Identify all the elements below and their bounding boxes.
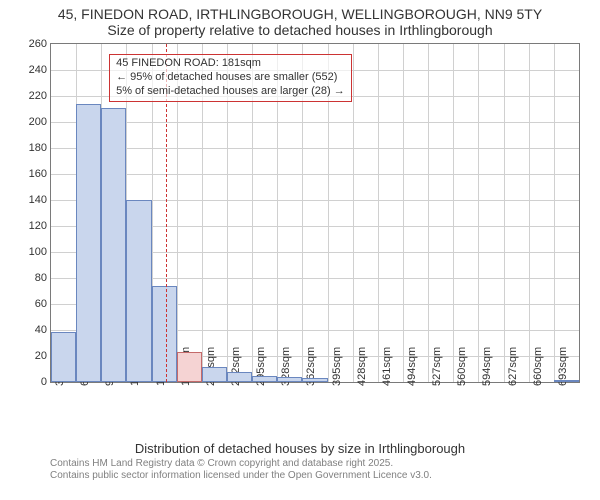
y-tick-label: 20	[35, 350, 47, 362]
histogram-bar	[126, 200, 151, 382]
x-axis-label: Distribution of detached houses by size …	[0, 441, 600, 456]
x-tick-label: 461sqm	[381, 347, 393, 386]
title-line1: 45, FINEDON ROAD, IRTHLINGBOROUGH, WELLI…	[0, 6, 600, 22]
footer-line2: Contains public sector information licen…	[50, 470, 592, 482]
gridline-h	[51, 148, 579, 149]
callout-box: 45 FINEDON ROAD: 181sqm← 95% of detached…	[109, 54, 352, 101]
gridline-v	[554, 44, 555, 382]
gridline-v	[378, 44, 379, 382]
gridline-v	[353, 44, 354, 382]
y-tick-label: 240	[29, 64, 47, 76]
histogram-bar	[76, 104, 101, 382]
y-tick-label: 40	[35, 324, 47, 336]
gridline-v	[428, 44, 429, 382]
x-tick-label: 627sqm	[507, 347, 519, 386]
histogram-bar	[51, 332, 76, 383]
histogram-bar	[252, 376, 277, 383]
histogram-bar	[302, 378, 327, 382]
y-tick-label: 140	[29, 194, 47, 206]
gridline-v	[453, 44, 454, 382]
attribution-footer: Contains HM Land Registry data © Crown c…	[0, 458, 600, 486]
x-tick-label: 560sqm	[456, 347, 468, 386]
histogram-bar	[227, 372, 252, 382]
histogram-bar	[277, 377, 302, 382]
y-tick-label: 200	[29, 116, 47, 128]
histogram-bar	[554, 380, 579, 383]
y-tick-label: 0	[41, 376, 47, 388]
gridline-h	[51, 174, 579, 175]
y-tick-label: 180	[29, 142, 47, 154]
gridline-v	[529, 44, 530, 382]
gridline-v	[403, 44, 404, 382]
callout-line: 45 FINEDON ROAD: 181sqm	[116, 57, 345, 71]
x-tick-label: 428sqm	[356, 347, 368, 386]
y-tick-label: 120	[29, 220, 47, 232]
histogram-bar	[152, 286, 177, 382]
x-tick-label: 494sqm	[406, 347, 418, 386]
y-tick-label: 260	[29, 38, 47, 50]
y-tick-label: 100	[29, 246, 47, 258]
callout-line: ← 95% of detached houses are smaller (55…	[116, 71, 345, 85]
histogram-plot: 02040608010012014016018020022024026030sq…	[50, 43, 580, 383]
gridline-v	[478, 44, 479, 382]
y-tick-label: 220	[29, 90, 47, 102]
histogram-bar-highlight	[177, 352, 202, 382]
callout-line: 5% of semi-detached houses are larger (2…	[116, 85, 345, 99]
histogram-bar	[101, 108, 126, 382]
x-tick-label: 594sqm	[481, 347, 493, 386]
chart-title: 45, FINEDON ROAD, IRTHLINGBOROUGH, WELLI…	[0, 0, 600, 38]
y-tick-label: 160	[29, 168, 47, 180]
gridline-v	[504, 44, 505, 382]
chart-area: Number of detached properties 0204060801…	[0, 38, 600, 458]
x-tick-label: 527sqm	[431, 347, 443, 386]
y-tick-label: 60	[35, 298, 47, 310]
x-tick-label: 660sqm	[532, 347, 544, 386]
footer-line1: Contains HM Land Registry data © Crown c…	[50, 458, 592, 470]
x-tick-label: 395sqm	[331, 347, 343, 386]
title-line2: Size of property relative to detached ho…	[0, 22, 600, 38]
histogram-bar	[202, 367, 227, 383]
y-tick-label: 80	[35, 272, 47, 284]
gridline-h	[51, 122, 579, 123]
